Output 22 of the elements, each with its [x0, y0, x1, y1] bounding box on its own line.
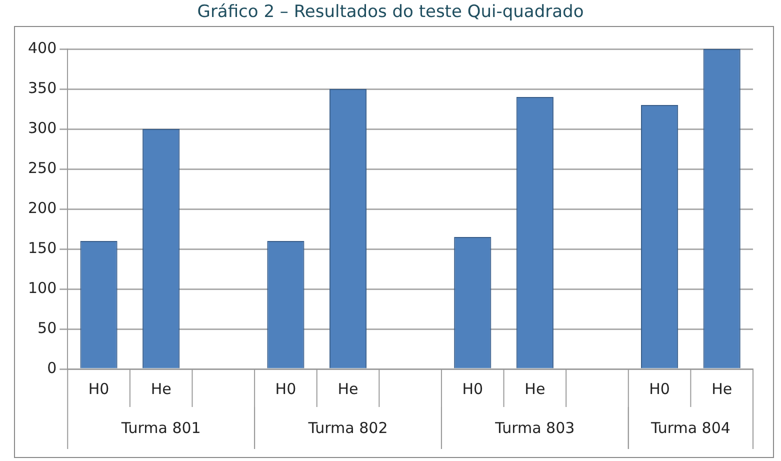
chart-title: Gráfico 2 – Resultados do teste Qui-quadrado — [196, 2, 585, 22]
y-tick-label: 400 — [28, 38, 57, 57]
x-tick-label: He — [524, 380, 546, 398]
x-tick-label: H0 — [275, 380, 296, 398]
y-tick-label: 200 — [28, 198, 57, 217]
y-tick-label: 350 — [28, 78, 57, 97]
x-tick-label: He — [712, 380, 732, 398]
text: Turma 803 — [494, 418, 575, 437]
y-tick-label: 300 — [28, 118, 57, 137]
x-tick-label: He — [338, 380, 358, 398]
y-tick-label: 100 — [28, 278, 57, 297]
x-tick-label: H0 — [88, 380, 110, 398]
x-tick-label: H0 — [462, 380, 484, 398]
text: Turma 801 — [120, 418, 201, 437]
y-tick-label: 150 — [28, 238, 57, 257]
text: Turma 804 — [650, 418, 730, 437]
x-tick-label: He — [150, 380, 172, 398]
y-tick-label: 250 — [28, 158, 57, 177]
y-tick-label: 0 — [47, 358, 57, 377]
x-tick-label: H0 — [649, 380, 670, 398]
text: Turma 802 — [307, 418, 388, 437]
y-tick-label: 50 — [38, 318, 57, 337]
